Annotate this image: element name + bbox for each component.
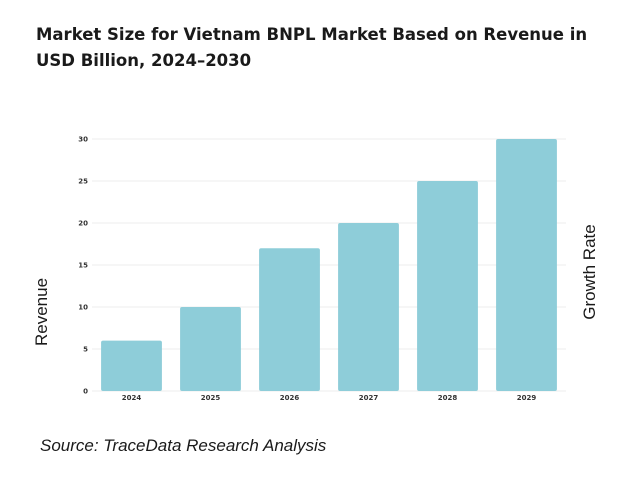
x-tick-label: 2025	[201, 394, 221, 402]
bar-2024	[101, 340, 162, 391]
y-axis-label: Revenue	[32, 277, 51, 347]
bar-2026	[259, 248, 320, 391]
y-tick-label: 0	[83, 388, 88, 396]
source-note: Source: TraceData Research Analysis	[40, 436, 327, 455]
bar-2028	[417, 181, 478, 391]
y-axis-ticks: 0 5 10 15 20 25 30	[78, 136, 88, 396]
grid-lines	[92, 138, 566, 392]
x-tick-label: 2024	[122, 394, 142, 402]
y-tick-label: 25	[78, 178, 88, 186]
secondary-y-axis-label: Growth Rate	[580, 224, 599, 320]
y-tick-label: 20	[78, 220, 88, 228]
bars	[101, 139, 557, 391]
x-tick-label: 2029	[517, 394, 537, 402]
y-tick-label: 5	[83, 346, 88, 354]
bar-2027	[338, 223, 399, 391]
x-tick-label: 2027	[359, 394, 379, 402]
x-tick-label: 2028	[438, 394, 458, 402]
x-tick-label: 2026	[280, 394, 300, 402]
x-axis-ticks: 2024 2025 2026 2027 2028 2029	[122, 394, 537, 402]
bar-2029	[496, 139, 557, 391]
y-tick-label: 15	[78, 262, 88, 270]
y-tick-label: 10	[78, 304, 88, 312]
bar-2025	[180, 307, 241, 391]
y-tick-label: 30	[78, 136, 88, 144]
chart-title: Market Size for Vietnam BNPL Market Base…	[36, 25, 588, 70]
